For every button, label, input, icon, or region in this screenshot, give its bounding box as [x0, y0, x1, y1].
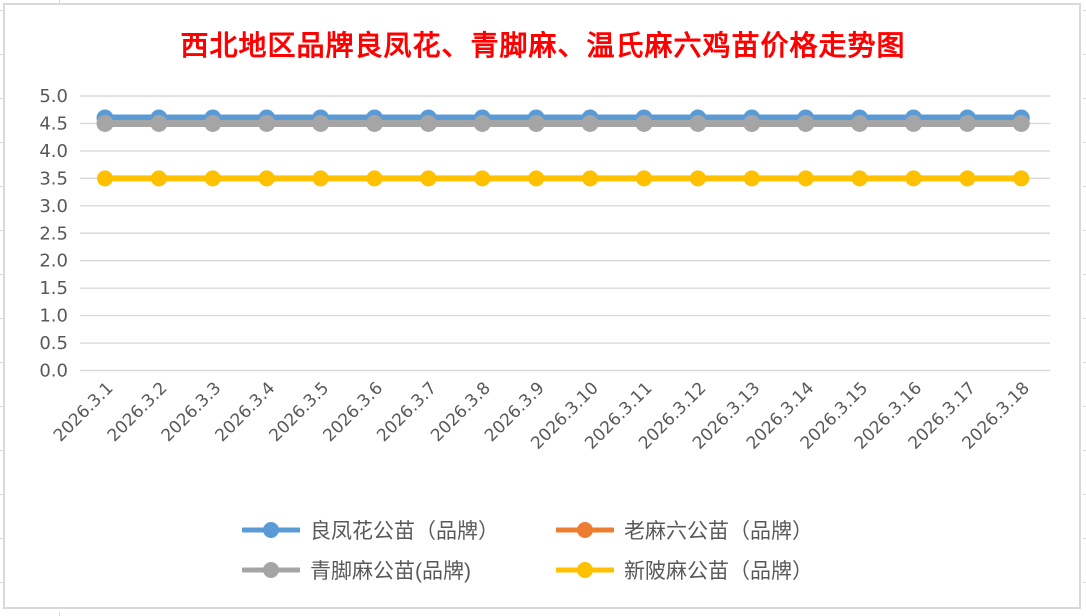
- edge-gridline-stub: [1083, 10, 1086, 11]
- y-tick-label: 2.0: [39, 251, 68, 272]
- edge-gridline-stub: [0, 582, 3, 583]
- data-point-marker: [1013, 170, 1030, 187]
- legend-line-marker-icon: [556, 561, 614, 578]
- data-point-marker: [97, 170, 113, 187]
- data-point-marker: [150, 170, 167, 187]
- edge-gridline-stub: [1083, 538, 1086, 539]
- y-tick-label: 1.0: [39, 306, 68, 327]
- data-point-marker: [797, 170, 814, 187]
- legend-item: 良凤花公苗（品牌）: [242, 513, 556, 546]
- data-point-marker: [689, 170, 706, 187]
- edge-gridline-stub: [1083, 406, 1086, 407]
- edge-gridline-stub: [0, 450, 3, 451]
- data-point-marker: [851, 114, 869, 132]
- data-point-marker: [366, 170, 383, 187]
- data-point-marker: [851, 170, 868, 187]
- data-point-marker: [958, 114, 976, 132]
- y-tick-label: 4.5: [39, 113, 68, 134]
- legend-label: 新陂麻公苗（品牌）: [624, 559, 813, 583]
- data-point-marker: [582, 170, 599, 187]
- data-point-marker: [474, 170, 491, 187]
- y-tick-label: 0.0: [39, 361, 68, 382]
- data-point-marker: [905, 114, 922, 132]
- edge-gridline-stub: [1083, 274, 1086, 275]
- edge-gridline-stub: [1083, 494, 1086, 495]
- chart-canvas[interactable]: [3, 3, 1081, 609]
- y-tick-label: 5.0: [39, 86, 68, 107]
- edge-gridline-stub: [1083, 362, 1086, 363]
- y-tick-label: 0.5: [39, 333, 68, 354]
- y-tick-label: 1.5: [39, 278, 68, 299]
- edge-gridline-stub: [0, 274, 3, 275]
- data-point-marker: [581, 114, 599, 132]
- edge-gridline-stub: [0, 10, 3, 11]
- y-tick-label: 3.5: [39, 168, 68, 189]
- data-point-marker: [959, 170, 976, 187]
- edge-gridline-stub: [0, 230, 3, 231]
- edge-gridline-stub: [1083, 582, 1086, 583]
- legend-item: 青脚麻公苗(品牌): [242, 553, 556, 586]
- edge-gridline-stub: [0, 538, 3, 539]
- data-point-marker: [204, 170, 221, 187]
- data-point-marker: [743, 114, 761, 132]
- edge-gridline-stub: [0, 362, 3, 363]
- data-point-marker: [905, 170, 922, 187]
- legend-line-marker-icon: [242, 561, 300, 578]
- data-point-marker: [312, 170, 329, 187]
- edge-gridline-stub: [0, 494, 3, 495]
- edge-gridline-stub: [1083, 230, 1086, 231]
- legend-label: 良凤花公苗（品牌）: [310, 519, 499, 543]
- edge-gridline-stub: [59, 612, 60, 616]
- edge-gridline-stub: [1083, 450, 1086, 451]
- data-point-marker: [527, 114, 545, 132]
- legend-item: 老麻六公苗（品牌）: [556, 513, 813, 546]
- legend-line-marker-icon: [556, 521, 614, 538]
- edge-gridline-stub: [0, 98, 3, 99]
- data-point-marker: [528, 170, 545, 187]
- edge-gridline-stub: [1083, 142, 1086, 143]
- legend-label: 青脚麻公苗(品牌): [310, 559, 471, 583]
- y-tick-label: 2.5: [39, 223, 68, 244]
- data-point-marker: [636, 170, 652, 187]
- data-point-marker: [743, 170, 760, 187]
- data-point-marker: [258, 170, 275, 187]
- edge-gridline-stub: [1083, 98, 1086, 99]
- edge-gridline-stub: [0, 142, 3, 143]
- data-point-marker: [635, 114, 653, 132]
- legend-label: 老麻六公苗（品牌）: [624, 519, 813, 543]
- data-point-marker: [204, 114, 222, 132]
- edge-gridline-stub: [1083, 186, 1086, 187]
- data-point-marker: [366, 114, 383, 132]
- edge-gridline-stub: [1083, 54, 1086, 55]
- data-point-marker: [420, 170, 437, 187]
- data-point-marker: [1012, 114, 1030, 132]
- data-point-marker: [258, 114, 276, 132]
- data-point-marker: [419, 114, 437, 132]
- edge-gridline-stub: [0, 318, 3, 319]
- data-point-marker: [797, 114, 815, 132]
- edge-gridline-stub: [0, 186, 3, 187]
- data-point-marker: [96, 114, 114, 132]
- chart-legend: 良凤花公苗（品牌） 老麻六公苗（品牌） 青脚麻公苗(品牌) 新陂麻公苗（品牌）: [242, 513, 813, 586]
- edge-gridline-stub: [0, 54, 3, 55]
- y-tick-label: 4.0: [39, 141, 68, 162]
- chart-title: 西北地区品牌良凤花、青脚麻、温氏麻六鸡苗价格走势图: [180, 31, 906, 62]
- y-tick-label: 3.0: [39, 196, 68, 217]
- data-point-marker: [312, 114, 330, 132]
- edge-gridline-stub: [0, 406, 3, 407]
- edge-gridline-stub: [1083, 318, 1086, 319]
- data-point-marker: [473, 114, 491, 132]
- data-point-marker: [150, 114, 168, 132]
- data-point-marker: [689, 114, 707, 132]
- legend-line-marker-icon: [242, 521, 300, 538]
- legend-item: 新陂麻公苗（品牌）: [556, 553, 813, 586]
- edge-gridline-stub: [59, 0, 60, 3]
